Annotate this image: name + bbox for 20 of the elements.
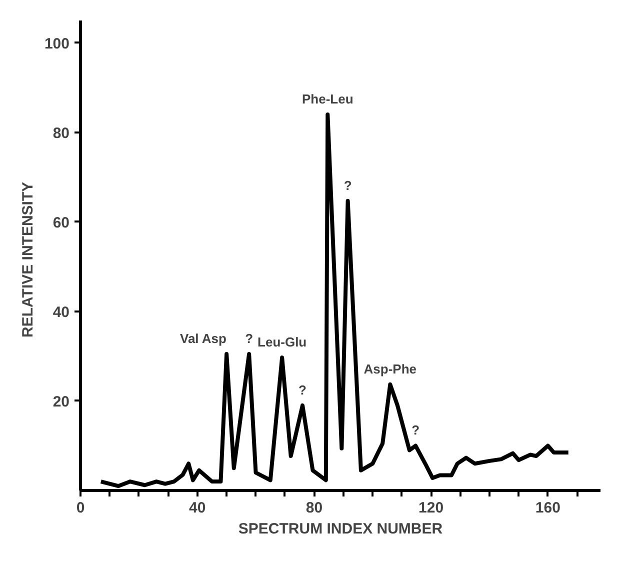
annotation: Val Asp xyxy=(180,330,227,346)
x-tick-label: 80 xyxy=(306,500,323,516)
annotation: ? xyxy=(298,382,307,398)
annotation: ? xyxy=(412,422,420,438)
x-tick-label: 0 xyxy=(76,500,85,516)
y-tick-label: 80 xyxy=(52,124,70,142)
x-tick-label: 160 xyxy=(535,500,560,516)
y-axis-title: RELATIVE INTENSITY xyxy=(19,182,36,338)
x-tick-label: 40 xyxy=(189,500,206,516)
y-tick-label: 60 xyxy=(52,214,70,232)
annotation: ? xyxy=(245,330,254,346)
y-tick-label: 20 xyxy=(52,393,70,410)
y-tick-label: 40 xyxy=(52,304,70,321)
annotation: ? xyxy=(344,178,352,193)
y-tick-label: 100 xyxy=(44,35,70,52)
x-tick-label: 120 xyxy=(418,500,444,516)
annotation: Asp-Phe xyxy=(364,361,417,376)
annotation: Phe-Leu xyxy=(302,92,354,106)
x-axis-title: SPECTRUM INDEX NUMBER xyxy=(238,520,443,538)
annotation: Leu-Glu xyxy=(258,334,307,350)
